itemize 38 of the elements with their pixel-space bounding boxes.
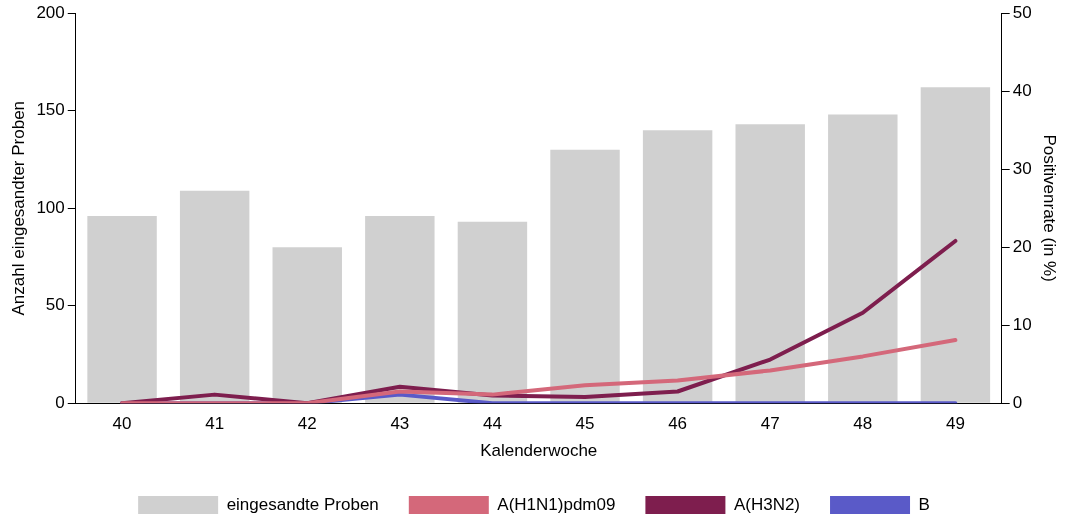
x-tick-label: 49	[945, 414, 965, 434]
y-tick-label: 50	[45, 295, 65, 315]
bar	[365, 216, 435, 403]
x-tick-label: 44	[482, 414, 502, 434]
legend-label: A(H3N2)	[733, 494, 801, 514]
x-tick-label: 45	[575, 414, 595, 434]
bar	[272, 247, 342, 403]
y2-tick-label: 0	[1012, 392, 1023, 412]
bar	[550, 149, 620, 403]
y-tick-label: 150	[36, 100, 65, 120]
bar	[179, 190, 250, 403]
x-tick-label: 40	[112, 414, 132, 434]
y2-tick-label: 50	[1012, 2, 1032, 22]
legend-label: A(H1N1)pdm09	[497, 494, 616, 514]
bar	[642, 130, 713, 403]
x-tick-label: 47	[760, 414, 780, 434]
x-tick-label: 48	[853, 414, 873, 434]
legend-label: B	[918, 494, 930, 514]
bar	[920, 87, 991, 403]
y-tick-label: 0	[55, 392, 65, 412]
y2-tick-label: 30	[1012, 158, 1032, 178]
legend-label: eingesandte Proben	[226, 494, 379, 514]
x-tick-label: 42	[297, 414, 317, 434]
bar	[457, 221, 528, 403]
x-tick-label: 43	[390, 414, 410, 434]
bar	[735, 124, 805, 403]
bar	[87, 216, 157, 403]
bar	[828, 114, 898, 403]
x-axis-title: Kalenderwoche	[480, 441, 598, 461]
y-tick-label: 200	[36, 2, 65, 22]
y2-axis-title: Positivenrate (in %)	[1040, 134, 1060, 282]
y2-tick-label: 20	[1012, 236, 1032, 256]
y-axis-title: Anzahl eingesandter Proben	[8, 100, 28, 316]
y-tick-label: 100	[36, 197, 65, 217]
y2-tick-label: 40	[1012, 80, 1032, 100]
y2-tick-label: 10	[1012, 314, 1032, 334]
x-tick-label: 41	[205, 414, 225, 434]
x-tick-label: 46	[668, 414, 688, 434]
